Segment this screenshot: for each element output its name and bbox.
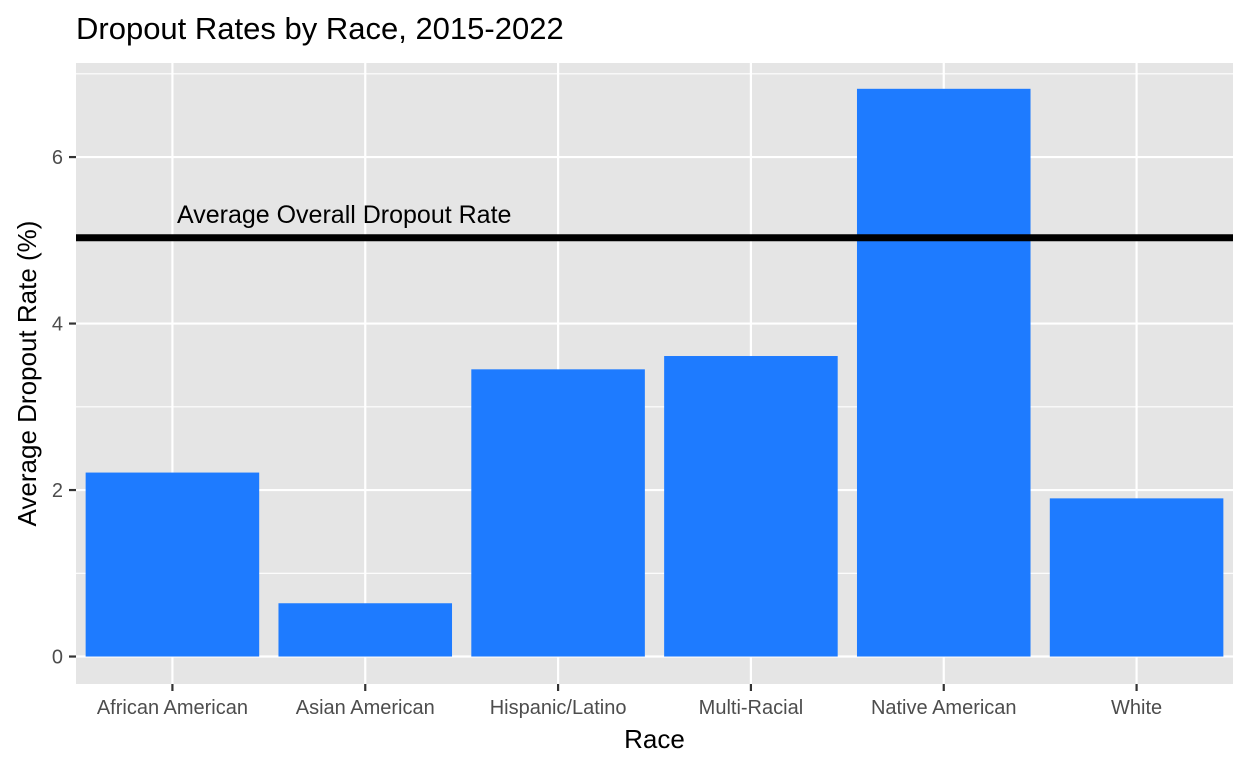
y-tick-label: 2 (52, 480, 63, 502)
x-axis-ticks: African American Asian American Hispanic/L… (97, 684, 1162, 719)
x-tick-label: White (1111, 697, 1162, 719)
x-tick-label: Native American (871, 697, 1017, 719)
reference-line-label: Average Overall Dropout Rate (177, 201, 511, 229)
bar-african-american (85, 472, 260, 657)
x-tick-label: African American (97, 697, 248, 719)
x-tick-label: Hispanic/Latino (490, 697, 627, 719)
bar-native-american (856, 88, 1031, 657)
chart-title: Dropout Rates by Race, 2015-2022 (76, 11, 564, 46)
x-axis-title: Race (624, 724, 685, 754)
y-axis-title: Average Dropout Rate (%) (12, 221, 42, 527)
x-tick-label: Asian American (296, 697, 435, 719)
y-axis-ticks: 0 2 4 6 (52, 147, 76, 669)
bar-asian-american (278, 603, 453, 657)
x-tick-label: Multi-Racial (699, 697, 803, 719)
bar-multi-racial (664, 356, 838, 657)
y-tick-label: 4 (52, 314, 63, 336)
y-tick-label: 6 (52, 147, 63, 169)
bars (85, 88, 1224, 657)
y-tick-label: 0 (52, 647, 63, 669)
plot-panel (76, 63, 1233, 684)
bar-white (1049, 498, 1224, 657)
bar-hispanic-latino (471, 369, 645, 657)
